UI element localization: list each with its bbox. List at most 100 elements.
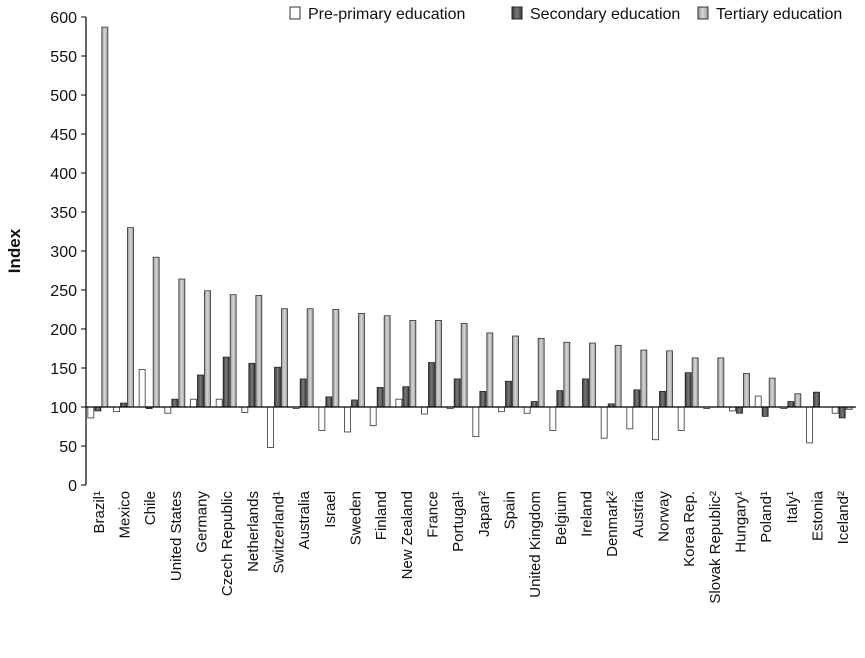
x-category-label: Czech Republic xyxy=(219,491,236,597)
bar-pre-primary xyxy=(164,406,172,414)
bar-tertiary xyxy=(460,323,468,408)
x-category-label: United States xyxy=(168,491,185,581)
x-category-label: Israel xyxy=(322,491,339,528)
bar-pre-primary xyxy=(87,406,95,419)
bar-pre-primary xyxy=(395,398,403,408)
bar-pre-primary xyxy=(626,406,634,430)
x-category-label: Australia xyxy=(296,490,313,549)
x-category-label: Mexico xyxy=(117,491,134,539)
bar-tertiary xyxy=(589,342,596,408)
y-tick-label: 0 xyxy=(68,478,77,495)
bar-pre-primary xyxy=(215,398,223,408)
legend: Pre-primary education Secondary educatio… xyxy=(289,6,842,23)
bar-secondary xyxy=(274,366,281,408)
bar-tertiary xyxy=(358,312,365,408)
y-tick-label: 550 xyxy=(50,49,77,66)
bar-tertiary xyxy=(486,332,494,408)
bar-secondary xyxy=(633,389,641,408)
bar-secondary xyxy=(684,372,692,408)
bar-secondary xyxy=(351,399,358,408)
legend-swatch-secondary xyxy=(511,6,523,20)
x-category-label: Netherlands xyxy=(245,491,262,572)
bar-secondary xyxy=(222,356,230,408)
bar-tertiary xyxy=(512,335,519,408)
x-category-label: Germany xyxy=(194,491,211,553)
bar-tertiary xyxy=(435,320,442,408)
y-tick-label: 100 xyxy=(50,400,77,417)
bar-pre-primary xyxy=(677,406,685,431)
x-category-label: Hungary¹ xyxy=(733,491,750,553)
legend-swatch-pre-primary xyxy=(289,6,301,20)
bar-secondary xyxy=(736,406,743,414)
bar-tertiary xyxy=(306,308,314,408)
y-axis: 0 50 100 150 200 250 300 350 400 450 500 550 600 xyxy=(50,10,87,495)
bar-tertiary xyxy=(127,227,134,408)
x-category-label: New Zealand xyxy=(399,491,416,579)
x-category-label: Switzerland¹ xyxy=(271,491,288,574)
bar-pre-primary xyxy=(113,406,120,413)
bar-secondary xyxy=(530,401,538,408)
bar-pre-primary xyxy=(421,406,428,415)
bar-pre-primary xyxy=(318,406,326,431)
bar-secondary xyxy=(582,378,589,408)
y-tick-label: 500 xyxy=(50,88,77,105)
bar-secondary xyxy=(248,362,256,408)
bar-pre-primary xyxy=(267,406,274,448)
bar-pre-primary xyxy=(754,395,762,408)
bar-secondary xyxy=(171,398,179,408)
bar-tertiary xyxy=(229,294,237,408)
bar-pre-primary xyxy=(138,369,146,408)
bar-pre-primary xyxy=(831,406,839,414)
bar-secondary xyxy=(505,380,512,408)
bar-secondary xyxy=(659,390,666,408)
x-category-label: Ireland xyxy=(579,491,596,537)
bar-pre-primary xyxy=(190,398,197,408)
bar-tertiary xyxy=(743,373,750,408)
legend-label-pre-primary: Pre-primary education xyxy=(308,6,465,23)
bar-secondary xyxy=(479,390,487,408)
bar-tertiary xyxy=(409,320,417,408)
x-category-label: Slovak Republic² xyxy=(707,491,724,604)
x-category-label: Sweden xyxy=(348,491,365,545)
bar-tertiary xyxy=(281,308,288,408)
bar-pre-primary xyxy=(344,406,351,433)
legend-label-tertiary: Tertiary education xyxy=(716,6,842,23)
x-axis-labels: Brazil¹ Mexico Chile United States Germany Cz… xyxy=(91,490,852,603)
bar-tertiary xyxy=(204,290,211,408)
x-category-label: Japan² xyxy=(476,491,493,537)
bar-secondary xyxy=(299,378,307,408)
bar-tertiary xyxy=(332,309,340,408)
bar-secondary xyxy=(556,390,564,408)
bar-pre-primary xyxy=(806,406,813,444)
bar-secondary xyxy=(325,396,333,408)
bar-tertiary xyxy=(537,337,545,408)
x-category-label: Italy¹ xyxy=(784,491,801,524)
bar-pre-primary xyxy=(472,406,480,438)
bar-tertiary xyxy=(666,350,673,408)
x-category-label: United Kingdom xyxy=(527,491,544,598)
x-category-label: Korea Rep. xyxy=(681,491,698,567)
x-category-label: Belgium xyxy=(553,491,570,545)
y-tick-label: 350 xyxy=(50,205,77,222)
x-category-label: Chile xyxy=(142,491,159,525)
bar-secondary xyxy=(428,362,435,408)
bar-tertiary xyxy=(563,341,571,408)
x-category-label: France xyxy=(425,491,442,538)
y-tick-label: 300 xyxy=(50,244,77,261)
x-category-label: Poland¹ xyxy=(758,491,775,543)
bar-pre-primary xyxy=(549,406,557,431)
bar-tertiary xyxy=(691,357,699,408)
y-tick-label: 450 xyxy=(50,127,77,144)
x-category-label: Estonia xyxy=(810,490,827,541)
bar-tertiary xyxy=(614,344,622,408)
bars xyxy=(86,26,856,448)
x-category-label: Spain xyxy=(502,491,519,529)
x-category-label: Portugal¹ xyxy=(450,491,467,552)
bar-pre-primary xyxy=(498,406,505,413)
bar-tertiary xyxy=(101,26,109,408)
bar-tertiary xyxy=(255,295,263,408)
bar-pre-primary xyxy=(600,406,608,439)
x-category-label: Austria xyxy=(630,490,647,537)
y-tick-label: 600 xyxy=(50,10,77,27)
